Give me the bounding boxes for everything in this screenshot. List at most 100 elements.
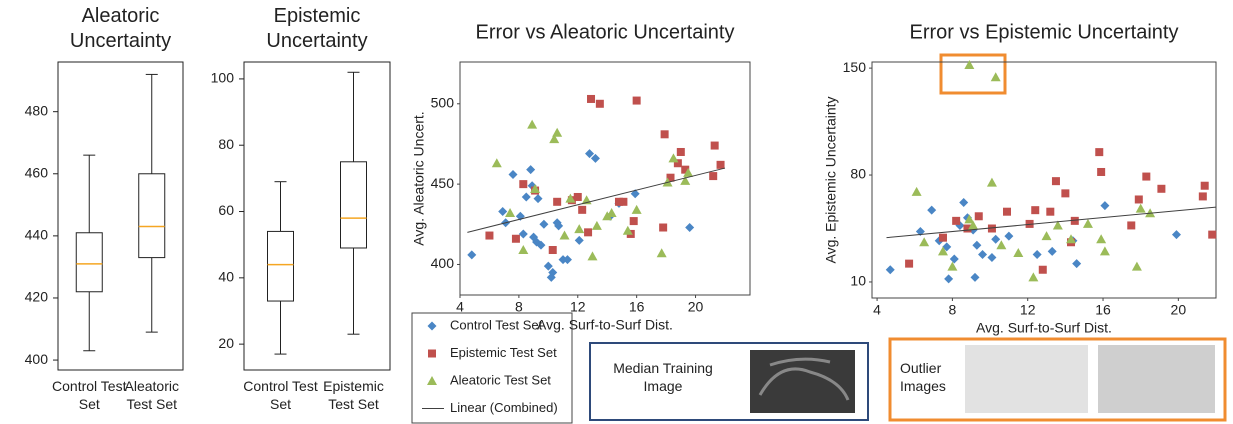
- point: [530, 183, 541, 193]
- point: [602, 211, 613, 221]
- y-tick-label: 40: [218, 269, 234, 285]
- point: [526, 165, 536, 175]
- point: [968, 220, 979, 230]
- point: [573, 192, 582, 201]
- legend-label: Control Test Set: [450, 317, 543, 332]
- point: [991, 234, 1001, 244]
- y-tick-label: 80: [850, 166, 866, 182]
- trend-line: [467, 167, 726, 233]
- point: [656, 248, 667, 258]
- point: [1046, 207, 1055, 216]
- point: [552, 127, 563, 137]
- point: [710, 141, 719, 150]
- point: [944, 274, 954, 284]
- point: [1028, 272, 1039, 282]
- box: [340, 161, 367, 249]
- point: [911, 186, 922, 196]
- legend-marker: [428, 349, 436, 358]
- y-tick-label: 80: [218, 136, 234, 152]
- point: [1052, 220, 1063, 230]
- point: [585, 149, 595, 159]
- outlier-panel-label: Outlier Images: [900, 360, 946, 394]
- point: [565, 193, 576, 203]
- point: [629, 217, 638, 226]
- point: [543, 261, 553, 271]
- point: [533, 194, 543, 204]
- point: [518, 245, 529, 255]
- point: [964, 60, 975, 70]
- point: [681, 165, 690, 174]
- point: [959, 198, 969, 208]
- point: [1066, 234, 1077, 244]
- point: [622, 225, 633, 235]
- point: [683, 167, 694, 177]
- point: [518, 229, 528, 239]
- chart-title: Aleatoric Uncertainty: [69, 5, 172, 52]
- point: [660, 130, 669, 139]
- point: [536, 240, 546, 250]
- point: [1099, 246, 1110, 256]
- point: [548, 268, 558, 278]
- chart-title: Epistemic Uncertainty: [266, 5, 368, 52]
- point: [562, 255, 572, 265]
- point: [527, 119, 538, 129]
- point: [1171, 230, 1181, 240]
- point: [1127, 221, 1136, 230]
- point: [591, 220, 602, 230]
- point: [659, 223, 668, 232]
- point: [519, 180, 528, 189]
- legend-label: Aleatoric Test Set: [450, 372, 551, 387]
- y-tick-label: 440: [25, 227, 49, 243]
- x-tick-label: 8: [515, 299, 523, 315]
- point: [606, 208, 617, 218]
- point: [574, 235, 584, 245]
- x-tick-label: Control Test Set: [243, 378, 318, 412]
- legend-box: [411, 312, 573, 424]
- x-tick-label: 16: [1095, 302, 1111, 318]
- point: [680, 175, 691, 185]
- point: [972, 240, 982, 250]
- plot-frame: [243, 61, 391, 371]
- point: [947, 261, 958, 271]
- point: [632, 96, 641, 105]
- plot-frame: [871, 61, 1217, 299]
- point: [673, 159, 682, 168]
- point: [942, 242, 952, 252]
- point: [885, 265, 895, 275]
- point: [511, 234, 520, 243]
- point: [1095, 148, 1104, 157]
- x-axis-label: Avg. Surf-to-Surf Dist.: [537, 317, 673, 333]
- point: [986, 177, 997, 187]
- point: [1061, 189, 1070, 198]
- x-tick-label: 20: [1171, 302, 1187, 318]
- point: [548, 246, 557, 255]
- point: [1004, 231, 1014, 241]
- point: [587, 94, 596, 103]
- x-tick-label: 8: [949, 302, 957, 318]
- point: [505, 208, 516, 218]
- y-tick-label: 150: [843, 59, 867, 75]
- point: [1198, 192, 1207, 201]
- box: [75, 232, 103, 293]
- point: [905, 259, 914, 268]
- point: [619, 197, 628, 206]
- point: [964, 214, 975, 224]
- point: [949, 254, 959, 264]
- point: [987, 224, 996, 233]
- outlier-image: [1098, 345, 1215, 413]
- legend-label: Epistemic Test Set: [450, 345, 557, 360]
- point: [1134, 195, 1143, 204]
- point: [1096, 234, 1107, 244]
- point: [1135, 203, 1146, 213]
- point: [1131, 261, 1142, 271]
- point: [584, 228, 593, 237]
- point: [1031, 206, 1040, 215]
- y-tick-label: 20: [218, 335, 234, 351]
- x-tick-label: 4: [456, 299, 464, 315]
- point: [1051, 177, 1060, 186]
- point: [1157, 184, 1166, 193]
- point: [1100, 201, 1110, 211]
- y-tick-label: 400: [25, 351, 49, 367]
